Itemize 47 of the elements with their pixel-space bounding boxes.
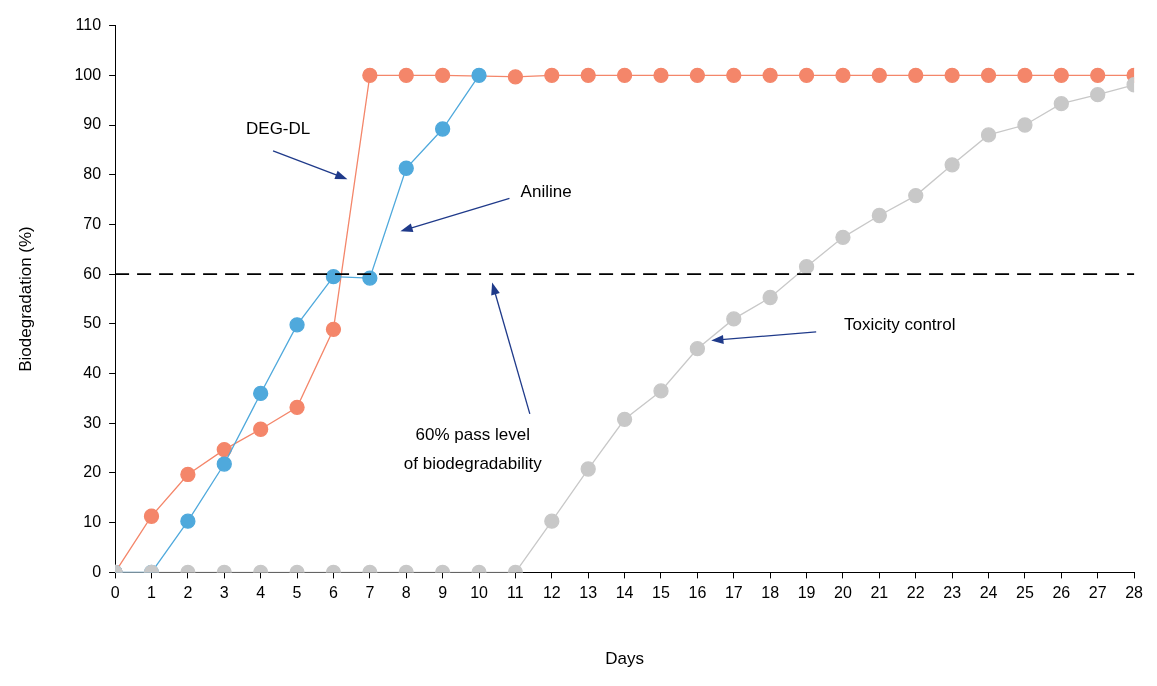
- x-tick-label: 23: [943, 584, 962, 602]
- y-axis-title: Biodegradation (%): [15, 226, 35, 372]
- y-tick-label: 110: [75, 16, 102, 34]
- x-tick-label: 3: [219, 584, 229, 602]
- annotation: DEG-DL: [246, 118, 311, 138]
- annotation: Aniline: [520, 182, 572, 202]
- y-tick-label: 100: [74, 65, 102, 83]
- x-axis-title: Days: [605, 649, 644, 669]
- x-tick-label: 20: [834, 584, 852, 602]
- y-tick-label: 40: [83, 363, 102, 381]
- x-tick-label: 9: [438, 584, 448, 602]
- x-tick-label: 0: [110, 584, 120, 602]
- x-tick-label: 6: [329, 584, 338, 602]
- x-tick-label: 13: [579, 584, 598, 602]
- x-tick-label: 24: [979, 584, 998, 602]
- annotation: Toxicity control: [843, 315, 956, 335]
- x-tick-label: 12: [542, 584, 561, 602]
- y-tick-label: 10: [83, 513, 102, 531]
- y-tick-label: 0: [92, 562, 102, 580]
- y-tick-label: 50: [83, 314, 102, 332]
- x-tick-label: 2: [183, 584, 193, 602]
- y-tick-label: 80: [83, 165, 102, 183]
- x-tick-label: 10: [470, 584, 489, 602]
- y-tick-label: 90: [83, 115, 102, 133]
- x-tick-label: 27: [1088, 584, 1107, 602]
- x-tick-label: 21: [870, 584, 889, 602]
- y-tick-label: 30: [83, 413, 102, 431]
- x-tick-label: 5: [292, 584, 302, 602]
- x-tick-label: 17: [724, 584, 743, 602]
- y-tick-label: 20: [83, 463, 102, 481]
- x-tick-label: 25: [1016, 584, 1034, 602]
- y-tick-label: 60: [83, 264, 102, 282]
- x-tick-label: 4: [256, 584, 266, 602]
- annotation: 60% pass level of biodegradability: [403, 425, 543, 474]
- y-tick-label: 70: [83, 214, 102, 232]
- x-tick-label: 28: [1125, 584, 1144, 602]
- x-tick-label: 7: [365, 584, 375, 602]
- x-tick-label: 1: [147, 584, 157, 602]
- x-tick-label: 16: [688, 584, 707, 602]
- x-tick-label: 8: [401, 584, 411, 602]
- x-tick-label: 19: [797, 584, 816, 602]
- x-tick-label: 15: [652, 584, 670, 602]
- x-tick-label: 22: [906, 584, 925, 602]
- x-tick-label: 14: [615, 584, 634, 602]
- x-tick-label: 18: [761, 584, 780, 602]
- x-tick-label: 11: [507, 584, 524, 602]
- x-tick-label: 26: [1052, 584, 1071, 602]
